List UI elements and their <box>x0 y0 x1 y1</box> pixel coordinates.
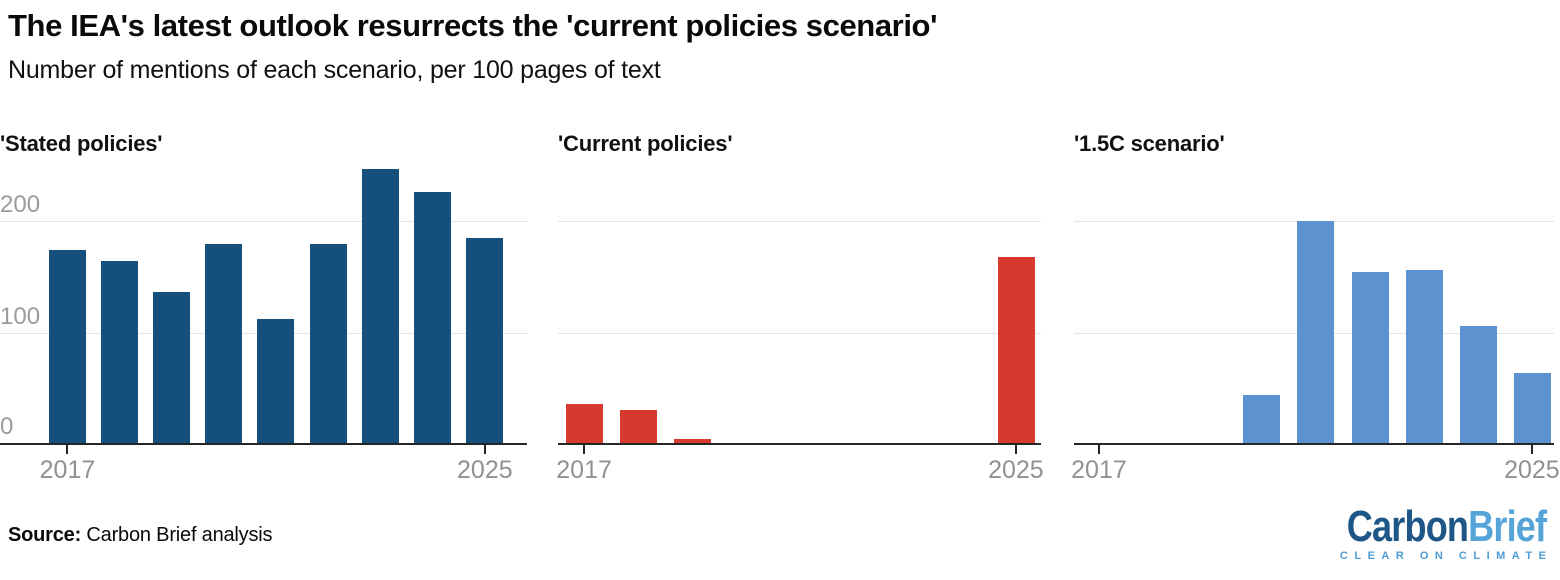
logo-brief: Brief <box>1467 502 1547 551</box>
bar-2020 <box>205 244 243 445</box>
bar-2021 <box>1297 221 1335 445</box>
x-axis-label-2017: 2017 <box>39 456 96 484</box>
bar-slot-2023 <box>881 162 935 445</box>
plot-area: 2017 2025 <box>556 162 1044 483</box>
bar-slot-2017 <box>1072 162 1126 445</box>
bars-container <box>1072 162 1560 445</box>
x-axis-line <box>558 443 1041 445</box>
bar-2025 <box>466 237 504 445</box>
x-axis-label-2025: 2025 <box>1504 456 1560 484</box>
logo-wordmark: CarbonBrief <box>1346 502 1547 551</box>
bar-2020 <box>1243 394 1281 445</box>
bar-2017 <box>565 403 603 445</box>
bar-slot-2024 <box>407 162 459 445</box>
panel-1-5c-scenario: '1.5C scenario' 2017 2025 <box>1071 130 1560 483</box>
bar-2023 <box>1405 270 1443 445</box>
bar-slot-2019 <box>1180 162 1234 445</box>
y-axis-label-100: 100 <box>0 302 41 330</box>
bar-slot-2020 <box>198 162 250 445</box>
bar-2022 <box>309 244 347 445</box>
bar-slot-2025 <box>1506 162 1560 445</box>
x-axis-label-2017: 2017 <box>556 456 612 484</box>
bars-container <box>41 162 511 445</box>
gridline-200 <box>558 221 1041 223</box>
x-axis-line <box>0 443 527 445</box>
bar-2021 <box>257 319 295 445</box>
plot-area: 200 100 0 2017 2025 <box>0 162 527 483</box>
bar-slot-2021 <box>1289 162 1343 445</box>
bar-2023 <box>361 168 399 445</box>
bar-slot-2020 <box>1235 162 1289 445</box>
bar-slot-2019 <box>665 162 719 445</box>
tick-mark-2025 <box>483 445 486 454</box>
source-label: Source: <box>8 524 82 546</box>
bar-2018 <box>619 410 657 445</box>
bar-slot-2017 <box>557 162 611 445</box>
bar-2024 <box>1460 325 1498 445</box>
bar-slot-2018 <box>611 162 665 445</box>
gridline-200 <box>0 221 527 223</box>
carbonbrief-logo: CarbonBrief CLEAR ON CLIMATE <box>1303 502 1547 562</box>
bar-slot-2018 <box>1126 162 1180 445</box>
bar-2019 <box>153 292 191 445</box>
bar-slot-2022 <box>1343 162 1397 445</box>
bar-2024 <box>414 192 452 445</box>
bar-slot-2021 <box>250 162 302 445</box>
x-axis-label-2025: 2025 <box>457 456 513 484</box>
bar-slot-2020 <box>719 162 773 445</box>
bar-slot-2025 <box>989 162 1043 445</box>
x-axis-line <box>1074 443 1554 445</box>
panel-title: '1.5C scenario' <box>1074 131 1225 156</box>
bar-2022 <box>1351 272 1389 445</box>
panel-title: 'Stated policies' <box>0 131 163 156</box>
bar-2025 <box>997 256 1035 445</box>
panel-stated-policies: 'Stated policies' 200 100 0 2017 2025 <box>0 130 527 483</box>
source-line: Source: Carbon Brief analysis <box>8 524 273 547</box>
bar-slot-2019 <box>145 162 197 445</box>
tick-mark-2025 <box>1014 445 1017 454</box>
bar-slot-2017 <box>41 162 93 445</box>
bar-slot-2023 <box>354 162 406 445</box>
x-axis-label-2017: 2017 <box>1071 456 1127 484</box>
y-axis-label-200: 200 <box>0 191 41 219</box>
tick-mark-2025 <box>1530 445 1533 454</box>
bar-slot-2023 <box>1397 162 1451 445</box>
tick-mark-2017 <box>583 445 586 454</box>
chart-title: The IEA's latest outlook resurrects the … <box>8 8 938 43</box>
bar-slot-2022 <box>827 162 881 445</box>
logo-tagline: CLEAR ON CLIMATE <box>1339 550 1553 563</box>
bar-slot-2024 <box>1452 162 1506 445</box>
tick-mark-2017 <box>1097 445 1100 454</box>
bar-2019 <box>673 439 711 445</box>
charts-row: 'Stated policies' 200 100 0 2017 2025 'C… <box>0 130 1560 500</box>
bar-slot-2021 <box>773 162 827 445</box>
panel-current-policies: 'Current policies' 2017 2025 <box>556 130 1044 483</box>
bar-2025 <box>1514 372 1552 445</box>
bars-container <box>557 162 1043 445</box>
x-axis-label-2025: 2025 <box>988 456 1044 484</box>
bar-2018 <box>100 261 138 445</box>
chart-subtitle: Number of mentions of each scenario, per… <box>8 55 661 84</box>
tick-mark-2017 <box>66 445 69 454</box>
bar-slot-2024 <box>935 162 989 445</box>
panel-title: 'Current policies' <box>558 131 733 156</box>
bar-2017 <box>48 250 86 445</box>
plot-area: 2017 2025 <box>1071 162 1560 483</box>
chart-header: The IEA's latest outlook resurrects the … <box>8 8 1552 85</box>
y-axis-label-0: 0 <box>0 413 14 440</box>
bar-slot-2025 <box>459 162 511 445</box>
bar-slot-2018 <box>93 162 145 445</box>
source-text: Carbon Brief analysis <box>81 524 273 546</box>
logo-carbon: Carbon <box>1346 502 1469 551</box>
gridline-100 <box>558 332 1041 334</box>
bar-slot-2022 <box>302 162 354 445</box>
